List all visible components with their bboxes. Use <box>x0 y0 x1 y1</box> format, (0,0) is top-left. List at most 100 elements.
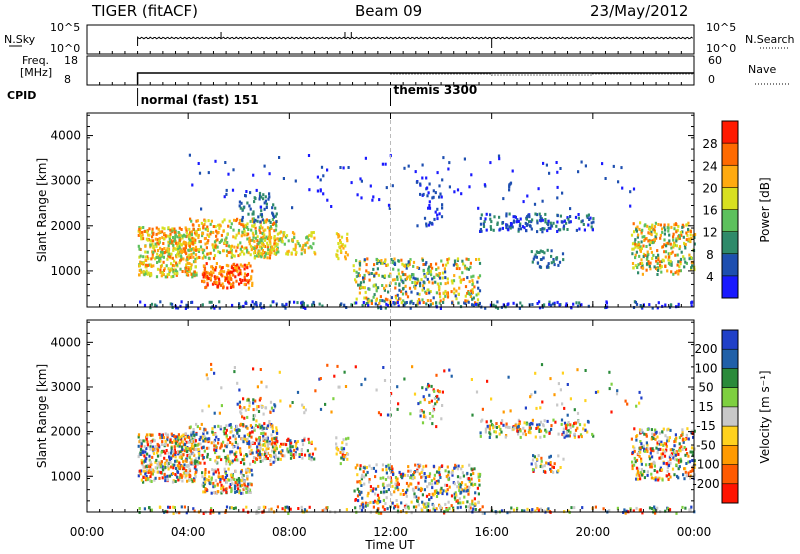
range-time-cell <box>175 459 178 463</box>
range-time-cell <box>270 433 273 437</box>
range-time-cell <box>144 459 147 463</box>
range-time-cell <box>303 248 306 252</box>
range-time-cell <box>410 474 413 478</box>
range-time-cell <box>226 271 229 275</box>
range-time-cell <box>531 418 534 422</box>
range-time-cell <box>213 281 216 284</box>
range-time-cell <box>519 435 522 439</box>
range-time-cell <box>368 464 371 468</box>
range-time-cell <box>194 238 197 242</box>
range-time-cell <box>657 223 660 226</box>
range-time-cell <box>402 273 405 277</box>
range-time-cell <box>427 206 430 210</box>
range-time-cell <box>251 269 254 273</box>
range-time-cell <box>273 221 276 225</box>
range-time-cell <box>393 490 396 494</box>
range-time-cell <box>188 467 191 471</box>
range-time-cell <box>470 173 473 177</box>
range-time-cell <box>471 291 474 294</box>
range-time-cell <box>667 255 670 259</box>
range-time-cell <box>166 474 169 478</box>
range-time-cell <box>261 459 264 463</box>
nave-trace <box>390 73 694 76</box>
range-time-cell <box>225 277 228 281</box>
range-time-cell <box>396 485 399 489</box>
range-time-cell <box>481 505 484 509</box>
range-time-cell <box>158 239 161 243</box>
range-time-cell <box>138 264 141 268</box>
range-time-cell <box>137 455 140 459</box>
range-time-cell <box>393 261 396 265</box>
range-time-cell <box>371 198 374 202</box>
range-time-cell <box>652 462 655 465</box>
range-time-cell <box>213 240 217 244</box>
range-time-cell <box>158 476 161 480</box>
range-time-cell <box>438 471 441 475</box>
range-time-cell <box>148 433 151 437</box>
range-time-cell <box>197 233 200 237</box>
range-time-cell <box>239 252 242 256</box>
range-time-cell <box>363 276 366 280</box>
range-time-cell <box>584 164 587 168</box>
range-time-cell <box>526 507 529 511</box>
range-time-cell <box>174 452 177 456</box>
range-time-cell <box>255 450 258 454</box>
range-time-cell <box>170 240 173 244</box>
range-time-cell <box>225 474 229 478</box>
range-time-cell <box>176 306 180 310</box>
range-time-cell <box>517 432 520 436</box>
range-time-cell <box>252 459 255 463</box>
range-time-cell <box>149 306 152 310</box>
freq-tick-high: 18 <box>64 54 78 67</box>
range-time-cell <box>184 469 187 472</box>
range-time-cell <box>656 435 659 439</box>
range-time-cell <box>552 466 555 469</box>
range-time-cell <box>224 476 227 479</box>
range-time-cell <box>567 434 570 438</box>
range-time-cell <box>374 487 378 491</box>
range-time-cell <box>421 163 424 167</box>
range-time-cell <box>221 476 224 480</box>
range-time-cell <box>311 303 314 307</box>
range-time-cell <box>168 455 171 459</box>
range-time-cell <box>212 225 215 228</box>
range-time-cell <box>544 220 547 224</box>
range-time-cell <box>546 419 549 423</box>
range-time-cell <box>451 301 454 305</box>
range-time-cell <box>569 430 572 434</box>
range-time-cell <box>290 251 293 255</box>
range-time-cell <box>228 462 231 466</box>
range-time-cell <box>403 303 406 307</box>
range-time-cell <box>665 244 668 248</box>
range-time-cell <box>662 448 665 452</box>
range-time-cell <box>584 399 587 403</box>
range-time-cell <box>159 230 162 234</box>
range-time-cell <box>190 458 193 462</box>
range-time-cell <box>220 266 223 270</box>
range-time-cell <box>252 212 255 216</box>
range-time-cell <box>360 503 363 507</box>
range-time-cell <box>633 463 636 467</box>
range-time-cell <box>240 201 243 205</box>
range-time-cell <box>220 444 223 448</box>
range-time-cell <box>458 286 461 290</box>
range-time-cell <box>186 464 189 468</box>
range-time-cell <box>393 257 396 261</box>
range-time-cell <box>164 479 167 483</box>
range-time-cell <box>641 473 644 477</box>
range-time-cell <box>310 231 313 235</box>
range-time-cell <box>188 478 191 482</box>
range-time-cell <box>693 429 696 433</box>
range-time-cell <box>684 243 687 246</box>
range-time-cell <box>213 425 216 429</box>
range-time-cell <box>444 289 447 293</box>
range-time-cell <box>187 471 190 475</box>
range-time-cell <box>477 276 480 280</box>
range-time-cell <box>210 265 213 269</box>
range-time-cell <box>144 244 147 248</box>
range-time-cell <box>247 487 250 491</box>
range-time-cell <box>672 245 675 249</box>
range-time-cell <box>241 230 244 234</box>
range-time-cell <box>140 270 143 274</box>
range-time-cell <box>232 445 235 449</box>
